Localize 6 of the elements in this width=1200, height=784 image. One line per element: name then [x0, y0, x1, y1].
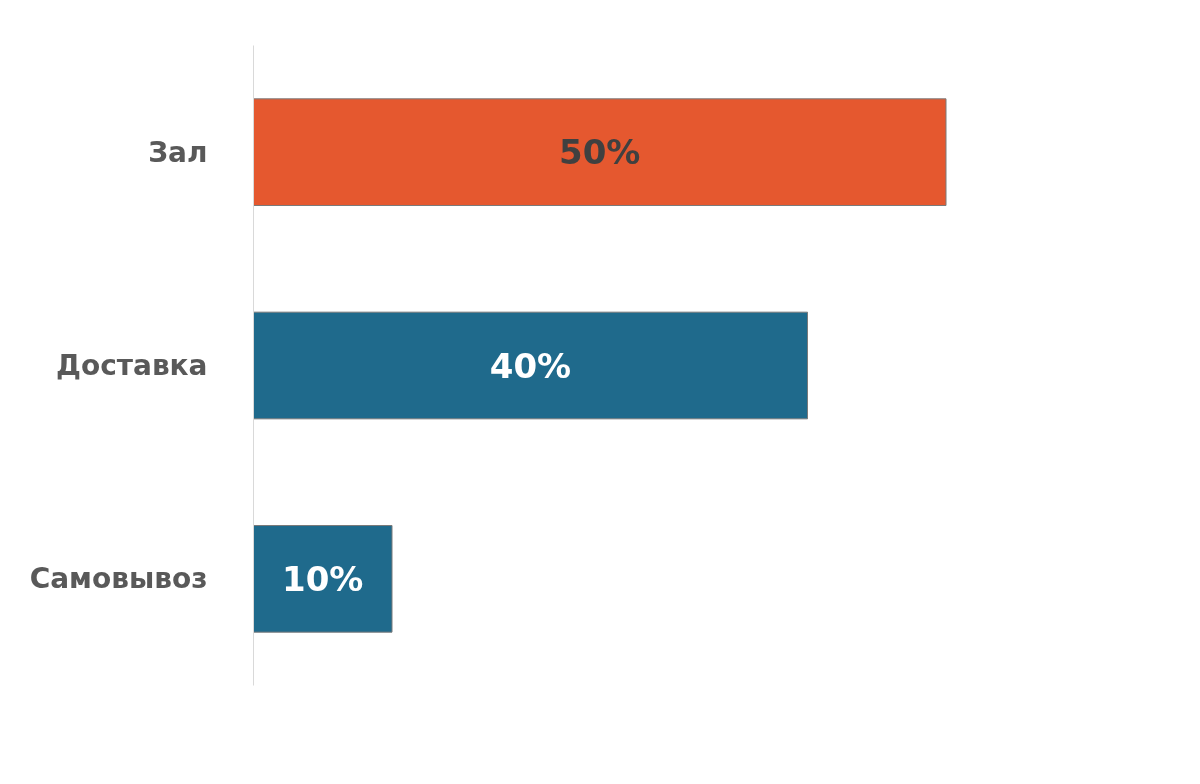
data-label: 50% [559, 132, 641, 173]
data-label: 40% [489, 345, 572, 386]
y-tick-label: Самовывоз [29, 562, 208, 596]
data-label: 10% [282, 558, 364, 599]
y-tick-label: Зал [148, 135, 208, 169]
y-tick-label: Доставка [55, 349, 208, 382]
